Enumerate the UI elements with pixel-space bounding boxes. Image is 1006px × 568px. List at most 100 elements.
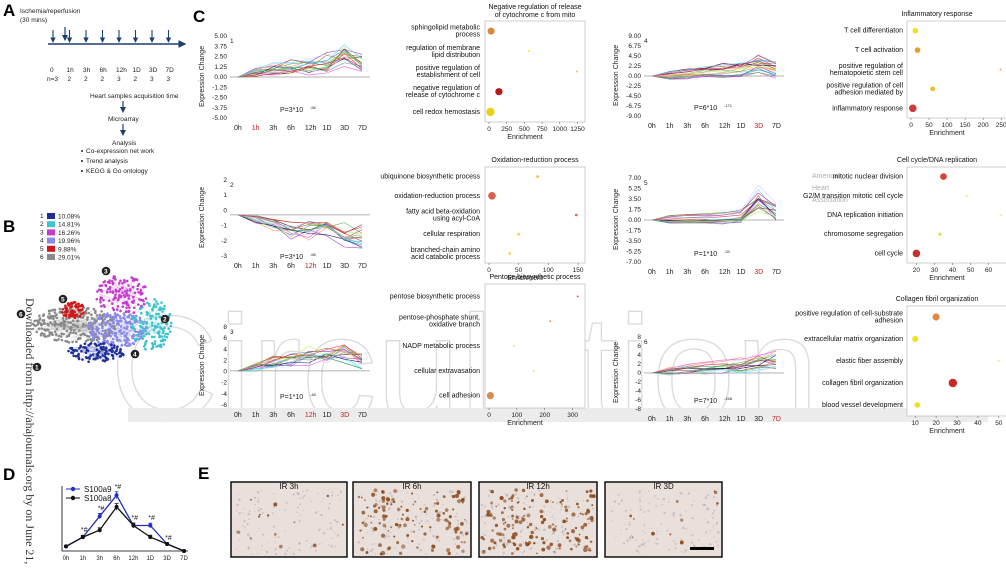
network-node — [120, 332, 124, 335]
sample-time: 1D — [133, 67, 142, 74]
stained-cell — [410, 492, 414, 495]
x-tick-label: 1h — [252, 412, 260, 419]
sample-count: n=3 — [47, 76, 58, 83]
stained-cell — [503, 499, 507, 503]
stained-cell — [675, 499, 679, 503]
network-node — [71, 323, 75, 326]
term-dot — [938, 232, 942, 236]
trend-series-line — [237, 214, 363, 246]
stained-cell — [509, 506, 512, 509]
network-node — [170, 321, 173, 325]
network-node — [107, 329, 110, 333]
stained-cell — [493, 541, 497, 545]
trend-series-line — [651, 72, 777, 80]
network-node — [155, 300, 158, 303]
network-node — [102, 337, 106, 341]
network-node — [53, 338, 57, 342]
network-node — [161, 310, 164, 313]
stained-cell — [522, 514, 526, 517]
network-node — [161, 327, 164, 331]
stained-cell — [506, 523, 511, 528]
y-tick-label: 0.00 — [214, 74, 227, 81]
histology-panel: IR 12h — [478, 481, 598, 558]
term-dot — [508, 252, 512, 255]
network-node — [86, 334, 89, 338]
network-node — [55, 328, 59, 331]
enrichment-title: Pentose biosynthetic process — [489, 274, 581, 281]
trend-series-line — [237, 44, 363, 78]
y-tick-label: 8 — [223, 324, 227, 331]
x-tick-label: 40 — [974, 420, 982, 427]
x-tick-label: 0 — [487, 267, 491, 274]
stained-cell — [434, 509, 438, 513]
stained-cell — [401, 544, 406, 549]
network-node — [38, 321, 42, 325]
stained-cell — [575, 502, 579, 506]
network-node — [119, 325, 123, 328]
network-edge — [145, 310, 154, 319]
y-tick-label: -1.25 — [212, 84, 227, 91]
x-tick-label: 3h — [96, 556, 103, 562]
x-tick-label: 12h — [305, 263, 317, 270]
stained-cell — [560, 503, 563, 506]
stained-cell — [551, 523, 555, 526]
network-node — [162, 343, 166, 346]
legend-id: 5 — [40, 246, 44, 253]
network-node — [115, 308, 119, 311]
network-node — [125, 344, 129, 348]
y-tick-label: -9.00 — [626, 113, 641, 120]
network-node — [120, 352, 123, 355]
stained-cell — [386, 502, 389, 505]
stained-cell — [512, 527, 514, 530]
network-node — [69, 331, 72, 334]
stained-cell — [526, 495, 528, 498]
stained-cell — [452, 508, 455, 511]
x-tick-label: 7D — [180, 556, 188, 562]
data-point — [64, 544, 68, 549]
stained-cell — [501, 533, 505, 537]
stained-cell — [586, 537, 589, 540]
term-dot — [532, 369, 535, 372]
trend-series-line — [651, 207, 777, 225]
network-node — [96, 317, 100, 320]
network-node — [71, 348, 75, 352]
enrichment-title: Inflammatory response — [901, 11, 972, 18]
trend-plot-5: 7.00 5.25 3.50 1.75 0.00 -1.75 -3.50 -5.25 -7.00… — [613, 175, 784, 276]
analysis-item: KEGG & Go ontology — [86, 168, 149, 175]
plot-frame — [906, 20, 1006, 119]
cluster-marker-label: 5 — [61, 297, 65, 304]
network-node — [154, 305, 158, 309]
trend-series-line — [237, 214, 363, 239]
network-edge — [68, 324, 69, 331]
network-node — [125, 279, 129, 283]
x-tick-label: 0 — [487, 412, 491, 419]
histology-label: IR 3h — [279, 482, 298, 491]
network-node — [92, 330, 95, 334]
cluster-marker-label: 4 — [133, 352, 137, 359]
term-label: inflammatory response — [832, 105, 903, 112]
network-node — [105, 315, 109, 318]
stained-cell — [373, 488, 378, 493]
x-tick-label: 6h — [113, 556, 120, 562]
network-node — [131, 336, 134, 340]
stained-cell — [530, 530, 534, 535]
trend-series-line — [651, 68, 777, 79]
stained-cell — [273, 532, 277, 536]
network-node — [61, 311, 64, 314]
stained-cell — [390, 503, 393, 506]
network-node — [153, 297, 156, 301]
x-tick-label: 7D — [772, 416, 781, 423]
term-label: lipid distribution — [432, 52, 480, 59]
x-tick-label: 12h — [305, 125, 317, 132]
stained-cell — [380, 533, 386, 538]
network-node — [57, 334, 61, 338]
stained-cell — [552, 527, 557, 532]
stained-cell — [553, 550, 556, 553]
stained-cell — [501, 517, 506, 522]
stained-cell — [382, 517, 386, 521]
x-tick-label: 12h — [719, 123, 731, 130]
network-node — [126, 325, 129, 329]
stained-cell — [360, 547, 365, 552]
stained-cell — [498, 532, 502, 536]
